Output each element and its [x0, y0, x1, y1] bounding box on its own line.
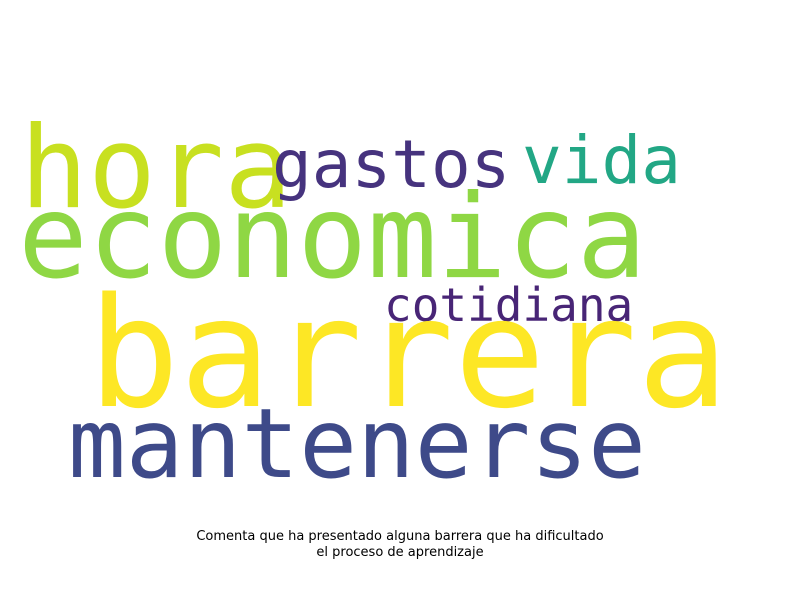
caption-line-1: Comenta que ha presentado alguna barrera… [196, 529, 604, 544]
word-economica: economica [18, 170, 647, 305]
word-mantenerse: mantenerse [68, 388, 646, 500]
word-gastos: gastos [272, 126, 511, 203]
word-vida: vida [522, 122, 681, 199]
caption-line-2: el proceso de aprendizaje [316, 545, 484, 560]
word-hora: hora [20, 102, 293, 234]
word-barrera: barrera [88, 265, 729, 442]
word-cotidiana: cotidiana [384, 278, 634, 332]
